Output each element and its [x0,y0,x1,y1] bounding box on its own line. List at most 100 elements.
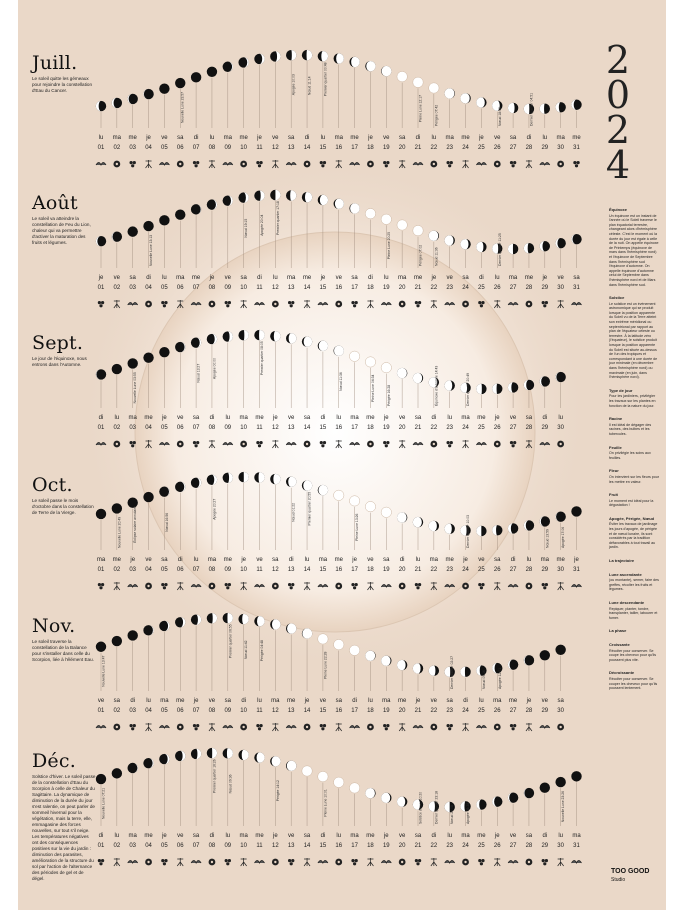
garden-day-icon [240,723,248,731]
day-number: 17 [351,425,358,431]
moon-phase-icon [555,237,566,249]
day-number: 12 [272,843,279,849]
weekday-label: me [398,698,407,704]
garden-day-icon [509,441,517,448]
moon-phase-icon [428,520,440,532]
moon-event-label: Nouvelle Lune 23:57 [181,92,185,123]
weekday-label: me [224,557,233,563]
garden-day-icon [161,583,168,590]
moon-phase-icon [381,655,392,666]
garden-day-icon [159,442,170,447]
day-number: 19 [383,843,390,849]
weekday-label: je [209,275,215,281]
day-number: 14 [304,843,311,849]
weekday-label: me [572,135,581,141]
weekday-label: sa [177,135,184,141]
day-number: 24 [462,567,469,573]
moon-phase-icon [539,103,550,114]
day-number: 21 [415,145,422,151]
weekday-label: ma [208,557,217,563]
weekday-label: lu [368,698,373,704]
garden-day-icon [319,724,327,731]
garden-day-icon [192,724,200,731]
moon-phase-icon [190,72,202,83]
moon-event-label: Dernier quartier 10:03 [466,515,470,548]
garden-day-icon [240,582,247,591]
day-number: 25 [478,567,485,573]
moon-phase-icon [476,525,487,537]
moon-phase-icon [222,331,233,342]
garden-day-icon [430,723,438,731]
day-number: 22 [431,567,438,573]
moon-phase-icon [571,99,582,110]
moon-phase-icon [428,377,440,388]
garden-day-icon [430,440,438,448]
garden-day-icon [161,859,168,866]
weekday-label: sa [336,698,343,704]
day-number: 08 [209,708,216,714]
day-number: 21 [415,708,422,714]
garden-day-icon [571,584,582,589]
weekday-label: je [256,135,262,141]
day-number: 16 [335,708,342,714]
moon-phase-icon [301,480,313,491]
moon-phase-icon [476,799,487,810]
moon-event-label: Périgée 14:12 [276,780,280,801]
legend-entry: La phase [609,629,659,634]
garden-day-icon [380,584,392,589]
month-description: Le soleil traverse la constellation de l… [32,639,94,662]
weekday-label: me [366,833,375,839]
day-number: 20 [399,425,406,431]
day-number: 04 [145,843,152,849]
moon-phase-icon [238,57,249,68]
moon-phase-icon [143,491,154,503]
weekday-label: sa [557,698,564,704]
garden-day-icon [176,300,184,309]
moon-phase-icon [333,53,344,64]
garden-day-icon [430,160,438,168]
day-number: 24 [462,285,469,291]
moon-phase-icon [286,623,297,634]
garden-day-icon [412,442,424,447]
garden-day-icon [507,584,519,589]
moon-event-label: Nouvelle Lune 13:47 [102,656,106,687]
legend-body: Le solstice est un événement astronomiqu… [609,301,658,380]
day-number: 01 [98,145,105,151]
day-number: 03 [129,145,136,151]
moon-phase-icon [349,782,361,794]
garden-day-icon [208,858,216,866]
day-number: 09 [224,708,231,714]
moon-phase-icon [380,213,392,225]
garden-day-icon [571,302,582,307]
moon-phase-icon [555,644,566,655]
moon-event-label: Premier quartier 17:18 [276,201,280,235]
garden-day-icon [476,162,487,167]
garden-day-icon [493,300,501,309]
weekday-label: lu [99,135,104,141]
day-number: 31 [573,145,580,151]
moon-event-label: Périgée 04:48 [260,640,264,661]
garden-day-icon [462,582,469,590]
weekday-label: lu [558,833,563,839]
weekday-label: me [414,275,423,281]
day-number: 05 [161,145,168,151]
weekday-label: sa [288,135,295,141]
moon-phase-icon [428,801,440,812]
garden-day-icon [303,160,311,168]
day-number: 27 [510,285,517,291]
day-number: 03 [129,285,136,291]
sun-disc [134,231,536,633]
day-number: 24 [462,145,469,151]
moon-phase-icon [523,520,535,531]
weekday-label: me [192,275,201,281]
garden-day-icon [254,302,265,307]
garden-day-icon [351,583,358,590]
garden-day-icon [414,301,422,308]
legend-title: Croissante [609,641,630,647]
garden-day-icon [349,725,360,730]
day-number: 14 [304,425,311,431]
weekday-label: ma [113,135,122,141]
garden-day-icon [539,442,551,447]
day-number: 14 [304,145,311,151]
